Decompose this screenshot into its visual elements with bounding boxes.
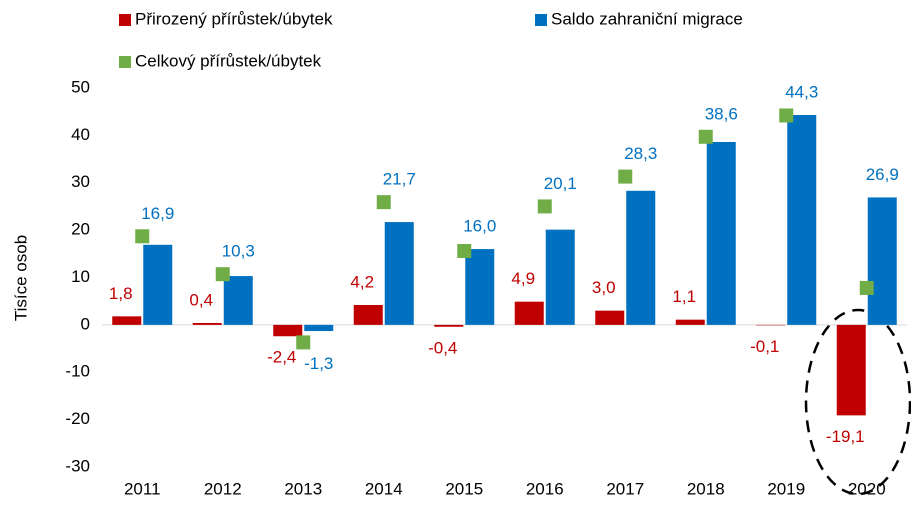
data-label: 16,0 <box>463 217 496 236</box>
y-tick-label: 50 <box>71 77 90 96</box>
x-tick-label: 2013 <box>284 479 322 498</box>
data-label: 10,3 <box>222 242 255 261</box>
total-marker <box>296 335 310 349</box>
bar <box>676 320 705 325</box>
total-marker <box>538 199 552 213</box>
y-tick-label: -30 <box>65 456 90 475</box>
total-marker <box>135 229 149 243</box>
bar <box>224 276 253 325</box>
total-marker <box>216 267 230 281</box>
data-label: -1,3 <box>304 354 333 373</box>
x-tick-label: 2015 <box>445 479 483 498</box>
total-marker <box>699 130 713 144</box>
x-tick-label: 2018 <box>687 479 725 498</box>
y-tick-label: 20 <box>71 220 90 239</box>
bar <box>626 191 655 325</box>
y-tick-label: 0 <box>81 314 90 333</box>
bar <box>707 142 736 325</box>
bar <box>304 325 333 331</box>
data-label: 21,7 <box>383 170 416 189</box>
bar <box>787 115 816 325</box>
bar <box>273 325 302 336</box>
bar <box>465 249 494 325</box>
bar <box>837 325 866 415</box>
y-tick-label: -10 <box>65 362 90 381</box>
data-label: 44,3 <box>785 82 818 101</box>
data-label: -0,4 <box>428 338 457 357</box>
total-marker <box>457 244 471 258</box>
total-marker <box>779 108 793 122</box>
bar <box>515 302 544 325</box>
legend-label: Přirozený přírůstek/úbytek <box>135 9 333 28</box>
bar <box>143 245 172 325</box>
x-tick-label: 2011 <box>124 479 161 498</box>
data-label: 26,9 <box>866 165 899 184</box>
data-label: 1,8 <box>109 284 133 303</box>
bar <box>193 323 222 325</box>
x-tick-label: 2019 <box>767 479 805 498</box>
legend-swatch <box>535 14 547 26</box>
data-label: 38,6 <box>705 104 738 123</box>
legend-label: Celkový přírůstek/úbytek <box>135 51 322 70</box>
bar <box>385 222 414 325</box>
data-label: 0,4 <box>189 290 213 309</box>
bar <box>354 305 383 325</box>
total-marker <box>618 170 632 184</box>
data-label: 4,9 <box>511 269 535 288</box>
bar <box>868 197 897 324</box>
data-label: -2,4 <box>267 348 296 367</box>
x-tick-label: 2014 <box>365 479 403 498</box>
data-label: -0,1 <box>750 337 779 356</box>
y-tick-label: 30 <box>71 172 90 191</box>
x-tick-label: 2012 <box>204 479 242 498</box>
y-axis-label: Tisíce osob <box>11 235 30 321</box>
legend-swatch <box>119 14 131 26</box>
y-tick-label: 40 <box>71 125 90 144</box>
data-label: 4,2 <box>350 272 374 291</box>
data-label: 28,3 <box>624 144 657 163</box>
total-marker <box>377 195 391 209</box>
data-label: -19,1 <box>826 427 865 446</box>
legend-label: Saldo zahraniční migrace <box>551 9 743 28</box>
total-marker <box>860 281 874 295</box>
y-tick-label: 10 <box>71 267 90 286</box>
bar <box>434 325 463 327</box>
data-label: 16,9 <box>141 204 174 223</box>
data-label: 3,0 <box>592 278 616 297</box>
data-label: 20,1 <box>544 174 577 193</box>
legend-swatch <box>119 56 131 68</box>
bar <box>112 316 141 325</box>
y-tick-label: -20 <box>65 409 90 428</box>
bar <box>546 230 575 325</box>
data-label: 1,1 <box>672 287 696 306</box>
bar <box>595 311 624 325</box>
x-tick-label: 2016 <box>526 479 564 498</box>
x-tick-label: 2017 <box>606 479 644 498</box>
x-tick-label: 2020 <box>848 479 886 498</box>
